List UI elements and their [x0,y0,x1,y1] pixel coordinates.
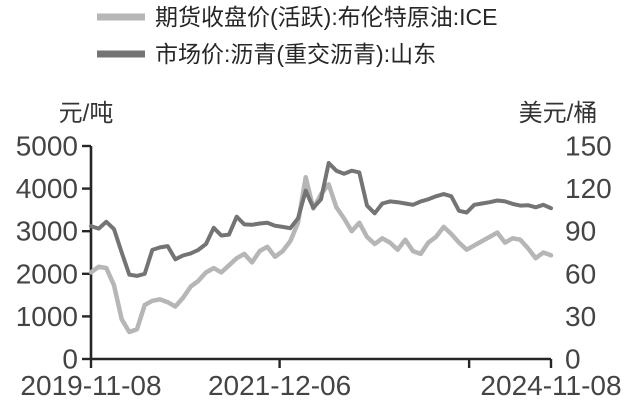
series-line-asphalt [89,161,553,278]
left-axis-unit-label: 元/吨 [59,100,114,127]
x-axis-tick-label: 2019-11-08 [20,370,161,401]
left-axis-tick-label: 5000 [16,131,78,162]
right-axis-tick-label: 0 [565,344,581,375]
legend-item-label: 市场价:沥青(重交沥青):山东 [155,41,436,67]
data-series [88,161,554,335]
x-axis-tick-label: 2024-11-08 [480,370,621,401]
left-axis-tick-label: 1000 [16,301,78,332]
right-axis-tick-label: 120 [565,173,612,204]
right-axis-unit-label: 美元/桶 [519,100,598,127]
legend-item-label: 期货收盘价(活跃):布伦特原油:ICE [155,4,497,30]
legend-swatch [97,50,145,58]
right-axis-tick-label: 90 [565,216,596,247]
right-axis-tick-label: 150 [565,131,612,162]
left-axis-tick-label: 0 [62,344,78,375]
left-axis-tick-label: 3000 [16,216,78,247]
x-axis-tick-label: 2021-12-06 [208,370,351,401]
chart-legend: 期货收盘价(活跃):布伦特原油:ICE 市场价:沥青(重交沥青):山东 [97,4,497,67]
left-axis-tick-label: 4000 [16,173,78,204]
right-axis-tick-label: 60 [565,258,596,289]
left-axis-tick-label: 2000 [16,258,78,289]
legend-swatch [97,13,145,21]
right-axis-tick-label: 30 [565,301,596,332]
